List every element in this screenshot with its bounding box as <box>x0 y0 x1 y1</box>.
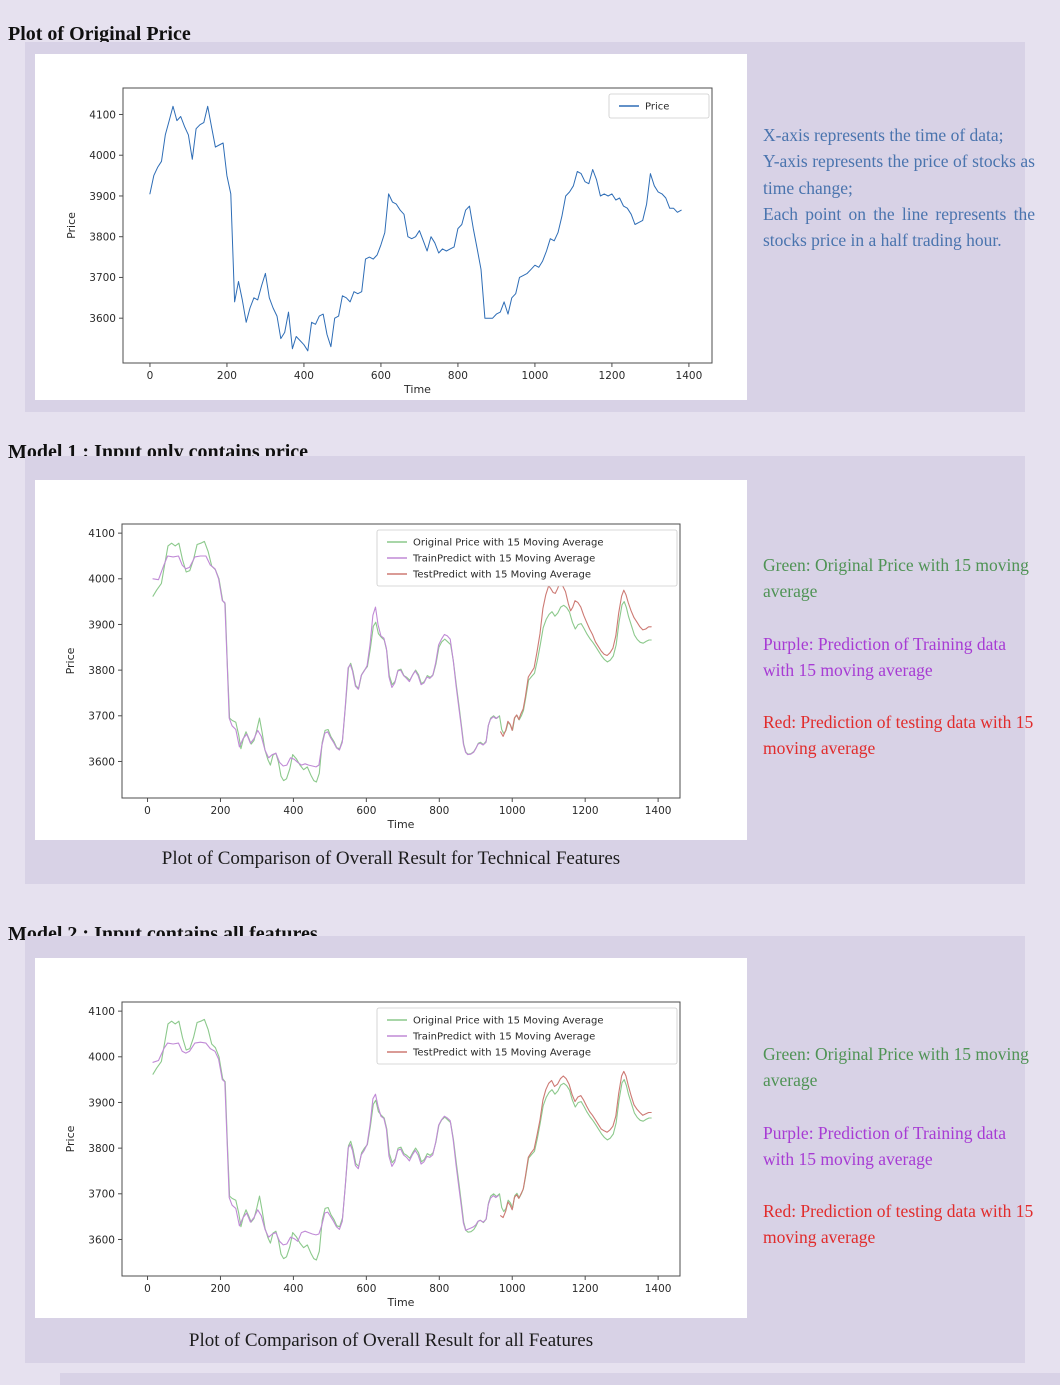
model-2-panel: 3600 3700 3800 3900 4000 4100 0 200 400 600 800 100… <box>25 936 1033 1363</box>
svg-text:200: 200 <box>210 1283 230 1295</box>
annotation-purple: Purple: Prediction of Training data with… <box>763 633 1007 680</box>
svg-text:4000: 4000 <box>88 574 115 586</box>
svg-text:1200: 1200 <box>572 1283 599 1295</box>
model-2-chart: 3600 3700 3800 3900 4000 4100 0 200 400 600 800 100… <box>64 1001 681 1309</box>
model-1-caption: Plot of Comparison of Overall Result for… <box>161 848 621 869</box>
svg-text:400: 400 <box>283 805 303 817</box>
svg-text:Time: Time <box>403 383 431 396</box>
model-2-figure: 3600 3700 3800 3900 4000 4100 0 200 400 600 800 100… <box>35 958 747 1318</box>
svg-text:4000: 4000 <box>88 1052 115 1064</box>
svg-text:TestPredict with 15 Moving Ave: TestPredict with 15 Moving Average <box>412 1048 591 1059</box>
svg-text:3800: 3800 <box>88 1143 115 1155</box>
model-1-figure: 3600 3700 3800 3900 4000 4100 0 200 400 600 800 100… <box>35 480 747 840</box>
svg-text:1400: 1400 <box>676 370 703 382</box>
model-1-panel: 3600 3700 3800 3900 4000 4100 0 200 400 600 800 100… <box>25 456 1033 884</box>
svg-text:Price: Price <box>645 102 669 113</box>
svg-text:800: 800 <box>448 370 468 382</box>
svg-text:400: 400 <box>294 370 314 382</box>
annotation-purple: Purple: Prediction of Training data with… <box>763 1122 1007 1169</box>
svg-text:0: 0 <box>144 1283 151 1295</box>
svg-text:400: 400 <box>283 1283 303 1295</box>
next-section-panel-edge <box>60 1373 1060 1385</box>
svg-text:3900: 3900 <box>89 191 116 203</box>
annotation-line-yaxis: Y-axis represents the price of stocks as… <box>763 151 1035 198</box>
annotation-red: Red: Prediction of testing data with 15 … <box>763 1201 1034 1248</box>
svg-text:Original Price with 15 Moving: Original Price with 15 Moving Average <box>413 1016 604 1027</box>
svg-text:3700: 3700 <box>88 711 115 723</box>
svg-text:200: 200 <box>217 370 237 382</box>
svg-text:1400: 1400 <box>645 1283 672 1295</box>
svg-text:3800: 3800 <box>88 665 115 677</box>
svg-text:4100: 4100 <box>89 109 116 121</box>
annotation-line-xaxis: X-axis represents the time of data; <box>763 125 1004 145</box>
svg-text:Original Price with 15 Moving: Original Price with 15 Moving Average <box>413 538 604 549</box>
svg-text:Price: Price <box>65 212 78 239</box>
svg-text:0: 0 <box>144 805 151 817</box>
svg-text:3600: 3600 <box>88 756 115 768</box>
svg-text:TestPredict with 15 Moving Ave: TestPredict with 15 Moving Average <box>412 570 591 581</box>
svg-text:Price: Price <box>64 1125 77 1152</box>
svg-text:600: 600 <box>371 370 391 382</box>
model-2-caption: Plot of Comparison of Overall Result for… <box>188 1330 594 1351</box>
svg-text:3900: 3900 <box>88 619 115 631</box>
svg-text:Time: Time <box>387 1296 415 1309</box>
svg-text:600: 600 <box>356 805 376 817</box>
svg-text:4100: 4100 <box>88 528 115 540</box>
svg-text:3600: 3600 <box>88 1234 115 1246</box>
annotation-line-point: Each point on the line represents the st… <box>763 203 1035 250</box>
svg-text:TrainPredict with 15 Moving Av: TrainPredict with 15 Moving Average <box>412 554 595 565</box>
section-1-title: Plot of Original Price <box>8 22 191 45</box>
original-price-chart: 3600 3700 3800 3900 4000 4100 0 200 400 600 800 100… <box>65 87 713 396</box>
svg-text:1200: 1200 <box>599 370 626 382</box>
svg-text:800: 800 <box>429 805 449 817</box>
svg-text:3700: 3700 <box>89 272 116 284</box>
svg-text:Time: Time <box>387 818 415 831</box>
svg-text:200: 200 <box>210 805 230 817</box>
svg-text:1400: 1400 <box>645 805 672 817</box>
svg-text:800: 800 <box>429 1283 449 1295</box>
svg-text:Price: Price <box>64 647 77 674</box>
svg-text:TrainPredict with 15 Moving Av: TrainPredict with 15 Moving Average <box>412 1032 595 1043</box>
svg-text:3700: 3700 <box>88 1189 115 1201</box>
svg-text:4000: 4000 <box>89 150 116 162</box>
model-2-annotation: Green: Original Price with 15 moving ave… <box>763 1041 1035 1277</box>
svg-text:0: 0 <box>147 370 154 382</box>
svg-text:1200: 1200 <box>572 805 599 817</box>
svg-text:3800: 3800 <box>89 232 116 244</box>
svg-text:4100: 4100 <box>88 1006 115 1018</box>
svg-text:3600: 3600 <box>89 313 116 325</box>
svg-text:3900: 3900 <box>88 1097 115 1109</box>
svg-text:600: 600 <box>356 1283 376 1295</box>
svg-text:1000: 1000 <box>499 805 526 817</box>
annotation-green: Green: Original Price with 15 moving ave… <box>763 1044 1029 1091</box>
annotation-green: Green: Original Price with 15 moving ave… <box>763 555 1029 602</box>
svg-text:1000: 1000 <box>499 1283 526 1295</box>
original-price-panel: 3600 3700 3800 3900 4000 4100 0 200 400 600 800 100… <box>25 42 1035 412</box>
model-1-chart: 3600 3700 3800 3900 4000 4100 0 200 400 600 800 100… <box>64 523 681 831</box>
model-1-annotation: Green: Original Price with 15 moving ave… <box>763 552 1035 788</box>
svg-text:1000: 1000 <box>522 370 549 382</box>
original-price-annotation: X-axis represents the time of data; Y-ax… <box>763 122 1035 253</box>
annotation-red: Red: Prediction of testing data with 15 … <box>763 712 1034 759</box>
original-price-figure: 3600 3700 3800 3900 4000 4100 0 200 400 600 800 100… <box>35 54 747 400</box>
